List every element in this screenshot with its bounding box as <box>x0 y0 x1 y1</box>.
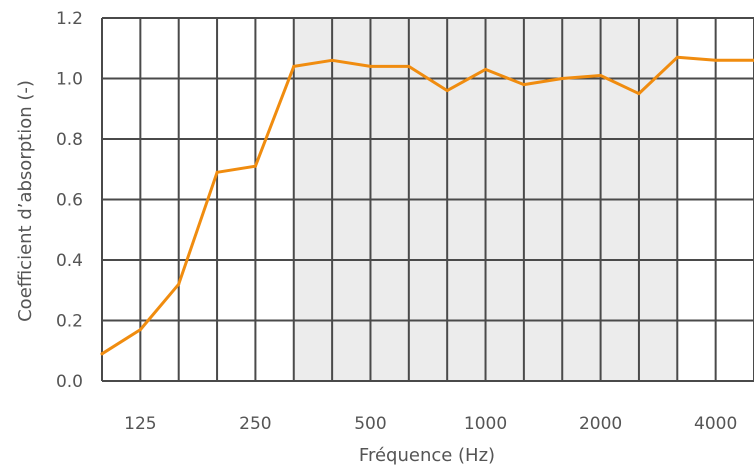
data-point <box>522 83 526 87</box>
y-tick-label: 0.6 <box>56 191 83 211</box>
data-point <box>407 64 411 68</box>
x-tick-label: 500 <box>354 414 386 434</box>
x-tick-label: 1000 <box>464 414 507 434</box>
data-point <box>330 58 334 62</box>
y-axis-title: Coefficient d’absorption (-) <box>15 80 36 322</box>
data-point <box>215 170 219 174</box>
x-tick-label: 125 <box>124 414 156 434</box>
data-point <box>177 282 181 286</box>
data-point <box>138 328 142 332</box>
y-tick-label: 0.2 <box>56 312 83 332</box>
y-tick-label: 1.2 <box>56 9 83 29</box>
series-line <box>100 55 754 356</box>
x-tick-labels: 125 250 500 1000 2000 4000 <box>124 414 737 434</box>
data-point <box>637 92 641 96</box>
y-tick-label: 0.8 <box>56 130 83 150</box>
data-point <box>675 55 679 59</box>
data-point <box>560 77 564 80</box>
data-point <box>599 73 603 77</box>
x-tick-label: 2000 <box>579 414 622 434</box>
data-point <box>714 58 718 62</box>
x-tick-label: 4000 <box>694 414 737 434</box>
data-point <box>253 164 257 168</box>
data-point <box>368 64 372 68</box>
data-point <box>445 89 449 93</box>
grid-layer <box>101 17 754 382</box>
data-point <box>484 67 488 71</box>
y-tick-label: 1.0 <box>56 70 83 90</box>
data-point <box>100 352 104 356</box>
x-tick-label: 250 <box>239 414 271 434</box>
y-tick-labels: 0.0 0.2 0.4 0.6 0.8 1.0 1.2 <box>56 9 83 392</box>
y-tick-label: 0.0 <box>56 372 83 392</box>
data-point <box>292 64 296 68</box>
y-tick-label: 0.4 <box>56 251 83 271</box>
x-axis-title: Fréquence (Hz) <box>359 445 495 466</box>
